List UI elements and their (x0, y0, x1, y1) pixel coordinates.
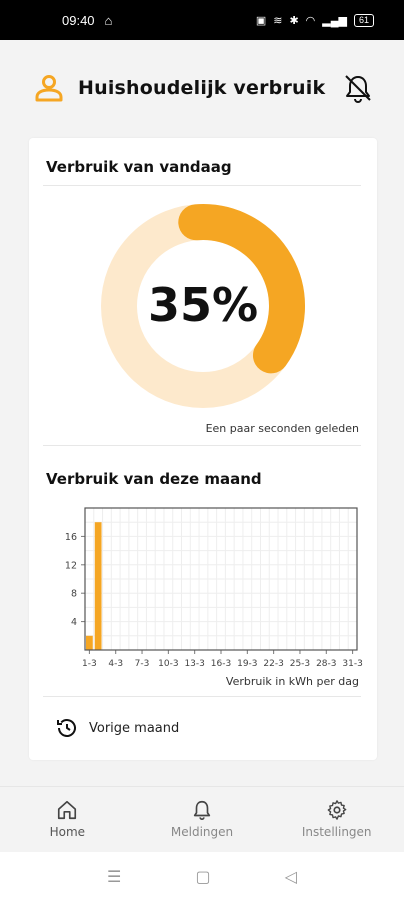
home-system-icon[interactable]: ▢ (195, 866, 211, 886)
nav-settings[interactable]: Instellingen (269, 787, 404, 853)
last-updated-text: Een paar seconden geleden (205, 422, 359, 435)
home-icon (58, 800, 77, 820)
bell-icon (193, 800, 211, 820)
divider (43, 445, 361, 446)
nfc-icon: ▣ (255, 14, 267, 27)
x-tick-label: 31-3 (342, 659, 362, 669)
notifications-off-icon[interactable] (342, 72, 374, 104)
user-icon[interactable] (34, 73, 64, 103)
y-tick-label: 12 (65, 560, 77, 571)
notification-app-icon: ⌂ (104, 12, 113, 28)
history-icon (57, 719, 76, 737)
battery-icon: 61 (353, 13, 374, 27)
today-gauge: 35% (101, 204, 305, 408)
plot-frame (84, 507, 358, 651)
monthly-usage-chart: 4 8 12 16 1-3 4-3 7-3 10-3 13-3 16-3 19-3 22-3 25-3 2… (65, 507, 363, 669)
previous-month-label: Vorige maand (89, 720, 180, 736)
x-tick-label: 16-3 (211, 659, 231, 669)
app-header: Huishoudelijk verbruik (0, 40, 404, 136)
chart-x-label: Verbruik in kWh per dag (225, 675, 359, 688)
x-tick-label: 1-3 (82, 659, 97, 669)
x-tick-label: 25-3 (290, 659, 310, 669)
page-title: Huishoudelijk verbruik (78, 77, 326, 99)
status-bar: 09:40 ⌂ ▣ ≋ ✱ ◠ ▂▄▆ 61 (0, 0, 404, 40)
x-tick-label: 22-3 (263, 659, 283, 669)
nav-home[interactable]: Home (0, 787, 135, 853)
nav-home-label: Home (49, 825, 86, 839)
divider (43, 696, 361, 697)
divider (43, 185, 361, 186)
x-tick-label: 19-3 (237, 659, 257, 669)
vibrate-icon: ≋ (273, 14, 283, 27)
month-title: Verbruik van deze maand (46, 470, 262, 488)
nav-notifications[interactable]: Meldingen (135, 787, 270, 853)
y-tick-label: 16 (65, 532, 77, 543)
bluetooth-icon: ✱ (289, 14, 299, 27)
recent-apps-icon[interactable]: ☰ (107, 866, 122, 886)
usage-card: Verbruik van vandaag 35% Een paar second… (29, 138, 377, 760)
wifi-icon: ◠ (305, 14, 316, 27)
x-tick-label: 7-3 (135, 659, 150, 669)
status-time: 09:40 (62, 12, 95, 28)
previous-month-button[interactable]: Vorige maand (55, 716, 179, 740)
gauge-percent-label: 35% (148, 278, 258, 332)
x-tick-label: 4-3 (108, 659, 123, 669)
back-icon[interactable]: ◁ (284, 866, 297, 886)
x-tick-label: 28-3 (316, 659, 336, 669)
bar (86, 635, 93, 650)
bar (94, 522, 102, 650)
nav-notifications-label: Meldingen (170, 825, 234, 839)
x-tick-label: 10-3 (158, 659, 178, 669)
x-tick-label: 13-3 (184, 659, 204, 669)
nav-settings-label: Instellingen (301, 825, 372, 839)
gauge-progress-arc (178, 204, 305, 374)
signal-icon: ▂▄▆ (322, 14, 347, 27)
y-tick-label: 4 (71, 617, 77, 628)
today-title: Verbruik van vandaag (46, 158, 232, 176)
bottom-navigation: Home Meldingen Instellingen (0, 786, 404, 853)
system-navigation-bar: ☰ ▢ ◁ (0, 852, 404, 900)
y-tick-label: 8 (71, 589, 77, 600)
gear-icon (327, 800, 347, 820)
